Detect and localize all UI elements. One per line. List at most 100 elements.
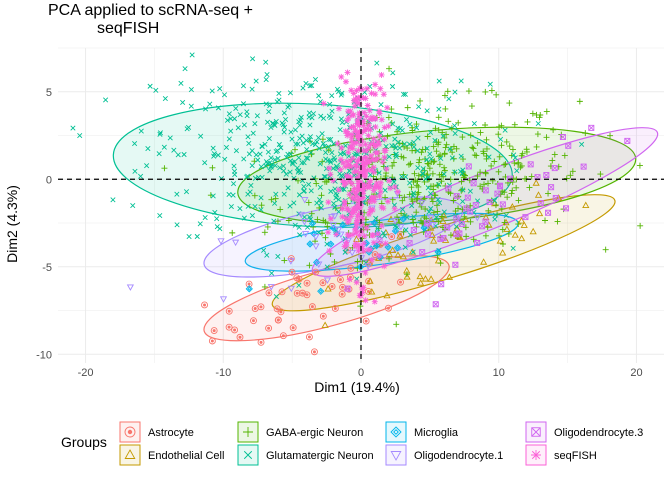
point-glutamatergic-neuron [272, 200, 278, 206]
point-glutamatergic-neuron [407, 180, 413, 186]
point-glutamatergic-neuron [174, 191, 180, 197]
point-glutamatergic-neuron [390, 70, 396, 76]
point-seqfish [320, 100, 327, 107]
point-gaba-ergic-neuron [386, 255, 393, 262]
point-astrocyte [265, 289, 273, 297]
point-gaba-ergic-neuron [386, 65, 393, 72]
point-gaba-ergic-neuron [511, 160, 518, 167]
point-seqfish [366, 122, 373, 129]
chart-title-line-1: PCA applied to scRNA-seq + [48, 2, 253, 19]
point-seqfish [365, 183, 372, 190]
point-glutamatergic-neuron [374, 60, 380, 66]
point-gaba-ergic-neuron [389, 162, 396, 169]
point-seqfish [327, 215, 334, 222]
point-endothelial-cell [534, 191, 543, 198]
point-seqfish [354, 99, 361, 106]
point-seqfish [354, 213, 361, 220]
point-glutamatergic-neuron [295, 141, 301, 147]
point-gaba-ergic-neuron [261, 229, 268, 236]
point-seqfish [382, 240, 389, 247]
point-astrocyte [311, 348, 318, 356]
point-oligodendrocyte-1 [427, 214, 435, 222]
legend-item-glutamatergic-neuron: Glutamatergic Neuron [237, 444, 374, 466]
legend-item-oligodendrocyte-3: Oligodendrocyte.3 [525, 421, 643, 443]
point-glutamatergic-neuron [395, 125, 401, 131]
point-glutamatergic-neuron [287, 90, 293, 96]
point-glutamatergic-neuron [492, 212, 498, 218]
point-seqfish [326, 247, 333, 254]
point-gaba-ergic-neuron [509, 187, 516, 194]
point-glutamatergic-neuron [162, 95, 168, 102]
point-gaba-ergic-neuron [480, 148, 487, 155]
point-glutamatergic-neuron [389, 83, 396, 90]
point-glutamatergic-neuron [317, 184, 323, 190]
x-tick-label: -20 [78, 367, 94, 379]
point-glutamatergic-neuron [202, 106, 209, 112]
point-glutamatergic-neuron [153, 87, 159, 93]
point-glutamatergic-neuron [224, 117, 231, 123]
point-glutamatergic-neuron [301, 188, 307, 194]
point-gaba-ergic-neuron [460, 156, 467, 163]
point-oligodendrocyte-3 [344, 285, 351, 292]
point-glutamatergic-neuron [233, 148, 239, 154]
point-glutamatergic-neuron [167, 135, 173, 141]
point-seqfish [359, 221, 366, 228]
point-oligodendrocyte-3 [482, 187, 489, 194]
point-glutamatergic-neuron [393, 145, 399, 151]
point-gaba-ergic-neuron [441, 92, 448, 99]
point-glutamatergic-neuron [288, 129, 294, 135]
point-astrocyte [397, 278, 404, 286]
point-gaba-ergic-neuron [517, 164, 524, 171]
point-gaba-ergic-neuron [561, 152, 568, 159]
point-seqfish [363, 157, 370, 164]
point-oligodendrocyte-3 [474, 239, 481, 246]
point-seqfish [353, 229, 360, 236]
point-glutamatergic-neuron [306, 181, 312, 187]
point-seqfish [356, 85, 363, 92]
point-glutamatergic-neuron [249, 86, 255, 92]
point-glutamatergic-neuron [400, 91, 407, 97]
point-glutamatergic-neuron [211, 153, 217, 159]
point-glutamatergic-neuron [498, 136, 504, 142]
point-seqfish [344, 69, 351, 76]
point-seqfish [370, 164, 377, 171]
point-glutamatergic-neuron [245, 191, 251, 197]
point-seqfish [342, 163, 349, 170]
point-glutamatergic-neuron [294, 165, 300, 171]
point-gaba-ergic-neuron [495, 131, 502, 138]
point-endothelial-cell [499, 249, 507, 256]
point-gaba-ergic-neuron [473, 152, 480, 159]
point-oligodendrocyte-3 [551, 165, 558, 172]
point-gaba-ergic-neuron [481, 181, 488, 188]
point-oligodendrocyte-3 [406, 240, 413, 247]
point-glutamatergic-neuron [246, 140, 252, 147]
point-astrocyte [289, 324, 297, 332]
point-glutamatergic-neuron [393, 151, 399, 158]
point-glutamatergic-neuron [395, 139, 401, 145]
point-seqfish [345, 149, 352, 156]
point-glutamatergic-neuron [279, 120, 285, 126]
point-glutamatergic-neuron [304, 147, 310, 153]
point-astrocyte [279, 332, 287, 340]
point-gaba-ergic-neuron [264, 223, 271, 230]
point-glutamatergic-neuron [307, 83, 313, 89]
point-gaba-ergic-neuron [417, 97, 424, 104]
point-endothelial-cell [532, 179, 540, 186]
point-gaba-ergic-neuron [523, 148, 530, 155]
point-oligodendrocyte-1 [301, 231, 310, 238]
point-seqfish [362, 297, 369, 304]
point-glutamatergic-neuron [308, 188, 314, 194]
point-gaba-ergic-neuron [549, 157, 556, 164]
point-seqfish [355, 243, 362, 250]
point-glutamatergic-neuron [303, 155, 309, 161]
point-gaba-ergic-neuron [312, 238, 319, 245]
point-gaba-ergic-neuron [393, 321, 400, 328]
point-glutamatergic-neuron [401, 141, 408, 147]
point-gaba-ergic-neuron [499, 241, 506, 248]
point-glutamatergic-neuron [427, 151, 433, 157]
point-gaba-ergic-neuron [438, 213, 445, 220]
point-glutamatergic-neuron [269, 270, 275, 276]
point-glutamatergic-neuron [424, 108, 430, 114]
point-gaba-ergic-neuron [504, 194, 511, 201]
point-glutamatergic-neuron [403, 227, 409, 233]
